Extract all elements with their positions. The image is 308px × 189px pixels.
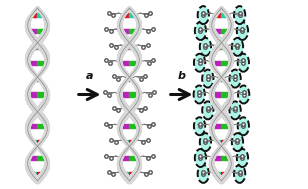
Bar [129,156,138,160]
Ellipse shape [194,54,205,72]
Bar [221,156,229,160]
Ellipse shape [200,133,211,151]
Ellipse shape [195,149,206,167]
Bar [38,156,46,160]
Bar [221,45,225,49]
Bar [128,77,129,81]
Bar [129,124,139,128]
Ellipse shape [232,38,243,56]
Bar [121,29,129,33]
Bar [129,61,139,65]
Bar [29,156,37,160]
Bar [212,61,221,65]
Bar [38,140,41,144]
Bar [29,29,37,33]
Bar [129,140,133,144]
Bar [129,13,135,17]
Text: a: a [86,71,93,81]
Bar [28,124,37,128]
Bar [221,172,227,176]
Bar [34,45,37,49]
Bar [221,140,225,144]
Bar [221,77,223,81]
Bar [213,29,221,33]
Bar [38,61,47,65]
Ellipse shape [237,22,248,40]
Bar [120,92,129,97]
Bar [38,124,47,128]
Ellipse shape [194,117,205,135]
Ellipse shape [198,165,209,183]
Bar [218,45,221,49]
Ellipse shape [229,70,241,88]
Bar [28,61,37,65]
Bar [28,92,37,97]
Bar [221,108,223,112]
Bar [221,92,231,97]
Bar [129,77,131,81]
Ellipse shape [229,101,241,119]
Bar [121,156,129,160]
Ellipse shape [234,6,245,24]
Bar [128,108,129,112]
Bar [36,77,38,81]
Bar [32,172,37,176]
Bar [220,108,221,112]
Bar [34,140,37,144]
Bar [129,29,138,33]
Bar [36,108,38,112]
Bar [32,13,37,17]
Ellipse shape [237,149,248,167]
Ellipse shape [198,6,209,24]
Bar [221,29,229,33]
Bar [38,92,47,97]
Bar [218,140,221,144]
Bar [129,45,133,49]
Ellipse shape [202,101,213,119]
Bar [221,61,230,65]
Bar [129,172,135,176]
Ellipse shape [238,117,249,135]
Bar [124,172,129,176]
Bar [212,92,221,97]
Ellipse shape [195,22,206,40]
Bar [129,92,139,97]
Bar [220,77,221,81]
Ellipse shape [194,85,205,104]
Bar [221,124,230,128]
Bar [221,13,227,17]
Bar [120,124,129,128]
Bar [212,124,221,128]
Text: b: b [178,71,186,81]
Bar [38,29,46,33]
Ellipse shape [238,54,249,72]
Bar [120,61,129,65]
Bar [216,13,221,17]
Bar [124,13,129,17]
Ellipse shape [202,70,213,88]
Ellipse shape [200,38,211,56]
Bar [38,172,43,176]
Bar [216,172,221,176]
Bar [126,45,129,49]
Ellipse shape [238,85,249,104]
Ellipse shape [232,133,243,151]
Bar [38,45,41,49]
Bar [126,140,129,144]
Ellipse shape [234,165,245,183]
Bar [129,108,131,112]
Bar [38,13,43,17]
Bar [213,156,221,160]
